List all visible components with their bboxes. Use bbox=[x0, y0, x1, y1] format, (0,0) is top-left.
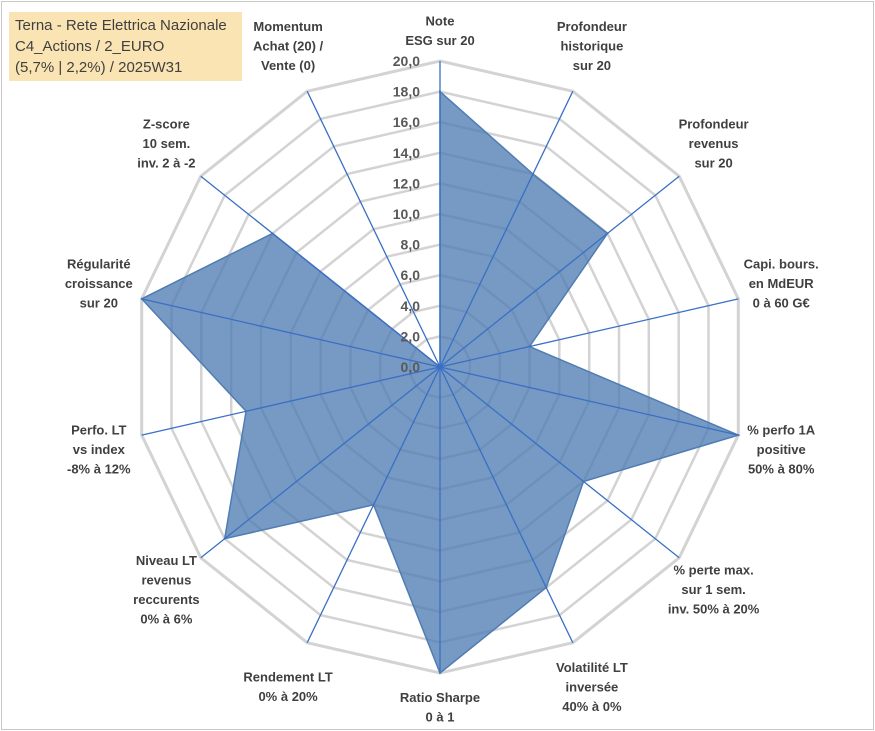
radar-axes bbox=[141, 61, 739, 673]
tick-label: 4,0 bbox=[401, 298, 421, 314]
category-label: % perfo 1A positive 50% à 80% bbox=[747, 422, 816, 476]
category-label-line: Profondeur bbox=[557, 19, 627, 34]
category-label: Niveau LT revenus reccurents 0% à 6% bbox=[133, 553, 199, 627]
category-label: Volatilité LT inversée 40% à 0% bbox=[556, 660, 628, 714]
tick-label: 2,0 bbox=[401, 328, 421, 344]
axis-spoke bbox=[141, 298, 441, 368]
category-label-line: Note bbox=[426, 14, 455, 29]
tick-label: 16,0 bbox=[393, 114, 420, 130]
category-label: Profondeur historique sur 20 bbox=[557, 19, 627, 73]
category-label-line: % perfo 1A bbox=[747, 422, 816, 437]
category-label-line: 0% à 20% bbox=[258, 689, 318, 704]
axis-spoke bbox=[439, 91, 574, 368]
category-label-line: Volatilité LT bbox=[556, 660, 628, 675]
category-label: Momentum Achat (20) / Vente (0) bbox=[253, 19, 323, 73]
category-label-line: vs index bbox=[73, 442, 126, 457]
category-label-line: Perfo. LT bbox=[71, 422, 126, 437]
category-label-line: Capi. bours. bbox=[744, 257, 819, 272]
category-label-line: reccurents bbox=[133, 592, 199, 607]
category-label-line: Régularité bbox=[67, 257, 131, 272]
category-label-line: sur 20 bbox=[694, 155, 732, 170]
title-stats: (5,7% | 2,2%) / 2025W31 bbox=[15, 59, 183, 76]
category-label: Profondeur revenus sur 20 bbox=[679, 116, 749, 170]
chart-title-box: Terna - Rete Elettrica Nazionale C4_Acti… bbox=[9, 12, 242, 81]
category-label-line: revenus bbox=[689, 136, 739, 151]
category-label: Rendement LT 0% à 20% bbox=[243, 670, 332, 705]
tick-label: 18,0 bbox=[393, 84, 420, 100]
axis-spoke bbox=[439, 366, 739, 436]
category-label-line: sur 20 bbox=[573, 58, 611, 73]
category-label-line: inversée bbox=[566, 679, 619, 694]
category-label-line: sur 1 sem. bbox=[681, 582, 745, 597]
tick-label: 8,0 bbox=[401, 237, 421, 253]
category-label-line: 10 sem. bbox=[143, 136, 191, 151]
radar-category-labels: Note ESG sur 20 Profondeur historique sur 20… bbox=[65, 14, 819, 725]
tick-label: 10,0 bbox=[393, 206, 420, 222]
category-label-line: revenus bbox=[141, 573, 191, 588]
category-label: Ratio Sharpe 0 à 1 bbox=[400, 690, 480, 725]
tick-label: 14,0 bbox=[393, 145, 420, 161]
category-label-line: Ratio Sharpe bbox=[400, 690, 480, 705]
axis-spoke bbox=[200, 175, 441, 368]
category-label: Note ESG sur 20 bbox=[405, 14, 474, 49]
category-label-line: Vente (0) bbox=[261, 58, 315, 73]
category-label-line: ESG sur 20 bbox=[405, 33, 474, 48]
category-label: % perte max. sur 1 sem. inv. 50% à 20% bbox=[668, 563, 760, 617]
category-label-line: en MdEUR bbox=[749, 276, 815, 291]
category-label-line: Achat (20) / bbox=[253, 39, 323, 54]
category-label-line: 0 à 60 G€ bbox=[753, 296, 810, 311]
category-label: Capi. bours. en MdEUR 0 à 60 G€ bbox=[744, 257, 819, 311]
tick-label: 6,0 bbox=[401, 267, 421, 283]
category-label-line: -8% à 12% bbox=[67, 461, 131, 476]
category-label-line: positive bbox=[757, 442, 806, 457]
axis-spoke bbox=[439, 366, 574, 643]
category-label-line: % perte max. bbox=[673, 563, 753, 578]
title-company: Terna - Rete Elettrica Nazionale bbox=[15, 17, 227, 34]
title-category: C4_Actions / 2_EURO bbox=[15, 38, 165, 55]
axis-spoke bbox=[141, 366, 441, 436]
axis-spoke bbox=[306, 366, 441, 643]
category-label-line: Momentum bbox=[253, 19, 322, 34]
axis-spoke bbox=[439, 366, 680, 559]
tick-label: 20,0 bbox=[393, 53, 420, 69]
axis-spoke bbox=[439, 175, 680, 368]
category-label-line: Z-score bbox=[143, 116, 190, 131]
category-label: Perfo. LT vs index -8% à 12% bbox=[67, 422, 131, 476]
tick-label: 0,0 bbox=[401, 359, 421, 375]
axis-spoke bbox=[200, 366, 441, 559]
category-label-line: historique bbox=[560, 39, 623, 54]
category-label-line: 40% à 0% bbox=[562, 699, 622, 714]
category-label-line: Rendement LT bbox=[243, 670, 332, 685]
category-label-line: inv. 50% à 20% bbox=[668, 602, 760, 617]
category-label-line: sur 20 bbox=[80, 296, 118, 311]
axis-spoke bbox=[439, 298, 739, 368]
tick-label: 12,0 bbox=[393, 175, 420, 191]
category-label-line: inv. 2 à -2 bbox=[137, 155, 195, 170]
category-label: Régularité croissance sur 20 bbox=[65, 257, 133, 311]
category-label: Z-score 10 sem. inv. 2 à -2 bbox=[137, 116, 195, 170]
category-label-line: Niveau LT bbox=[136, 553, 197, 568]
category-label-line: 50% à 80% bbox=[748, 461, 815, 476]
category-label-line: croissance bbox=[65, 276, 133, 291]
category-label-line: 0% à 6% bbox=[140, 612, 192, 627]
category-label-line: Profondeur bbox=[679, 116, 749, 131]
axis-spoke bbox=[306, 91, 441, 368]
category-label-line: 0 à 1 bbox=[426, 710, 455, 725]
radar-tick-labels: 0,0 2,0 4,0 6,0 8,0 10,0 12,0 14,0 16,0 18,0 20,0 bbox=[393, 53, 420, 375]
